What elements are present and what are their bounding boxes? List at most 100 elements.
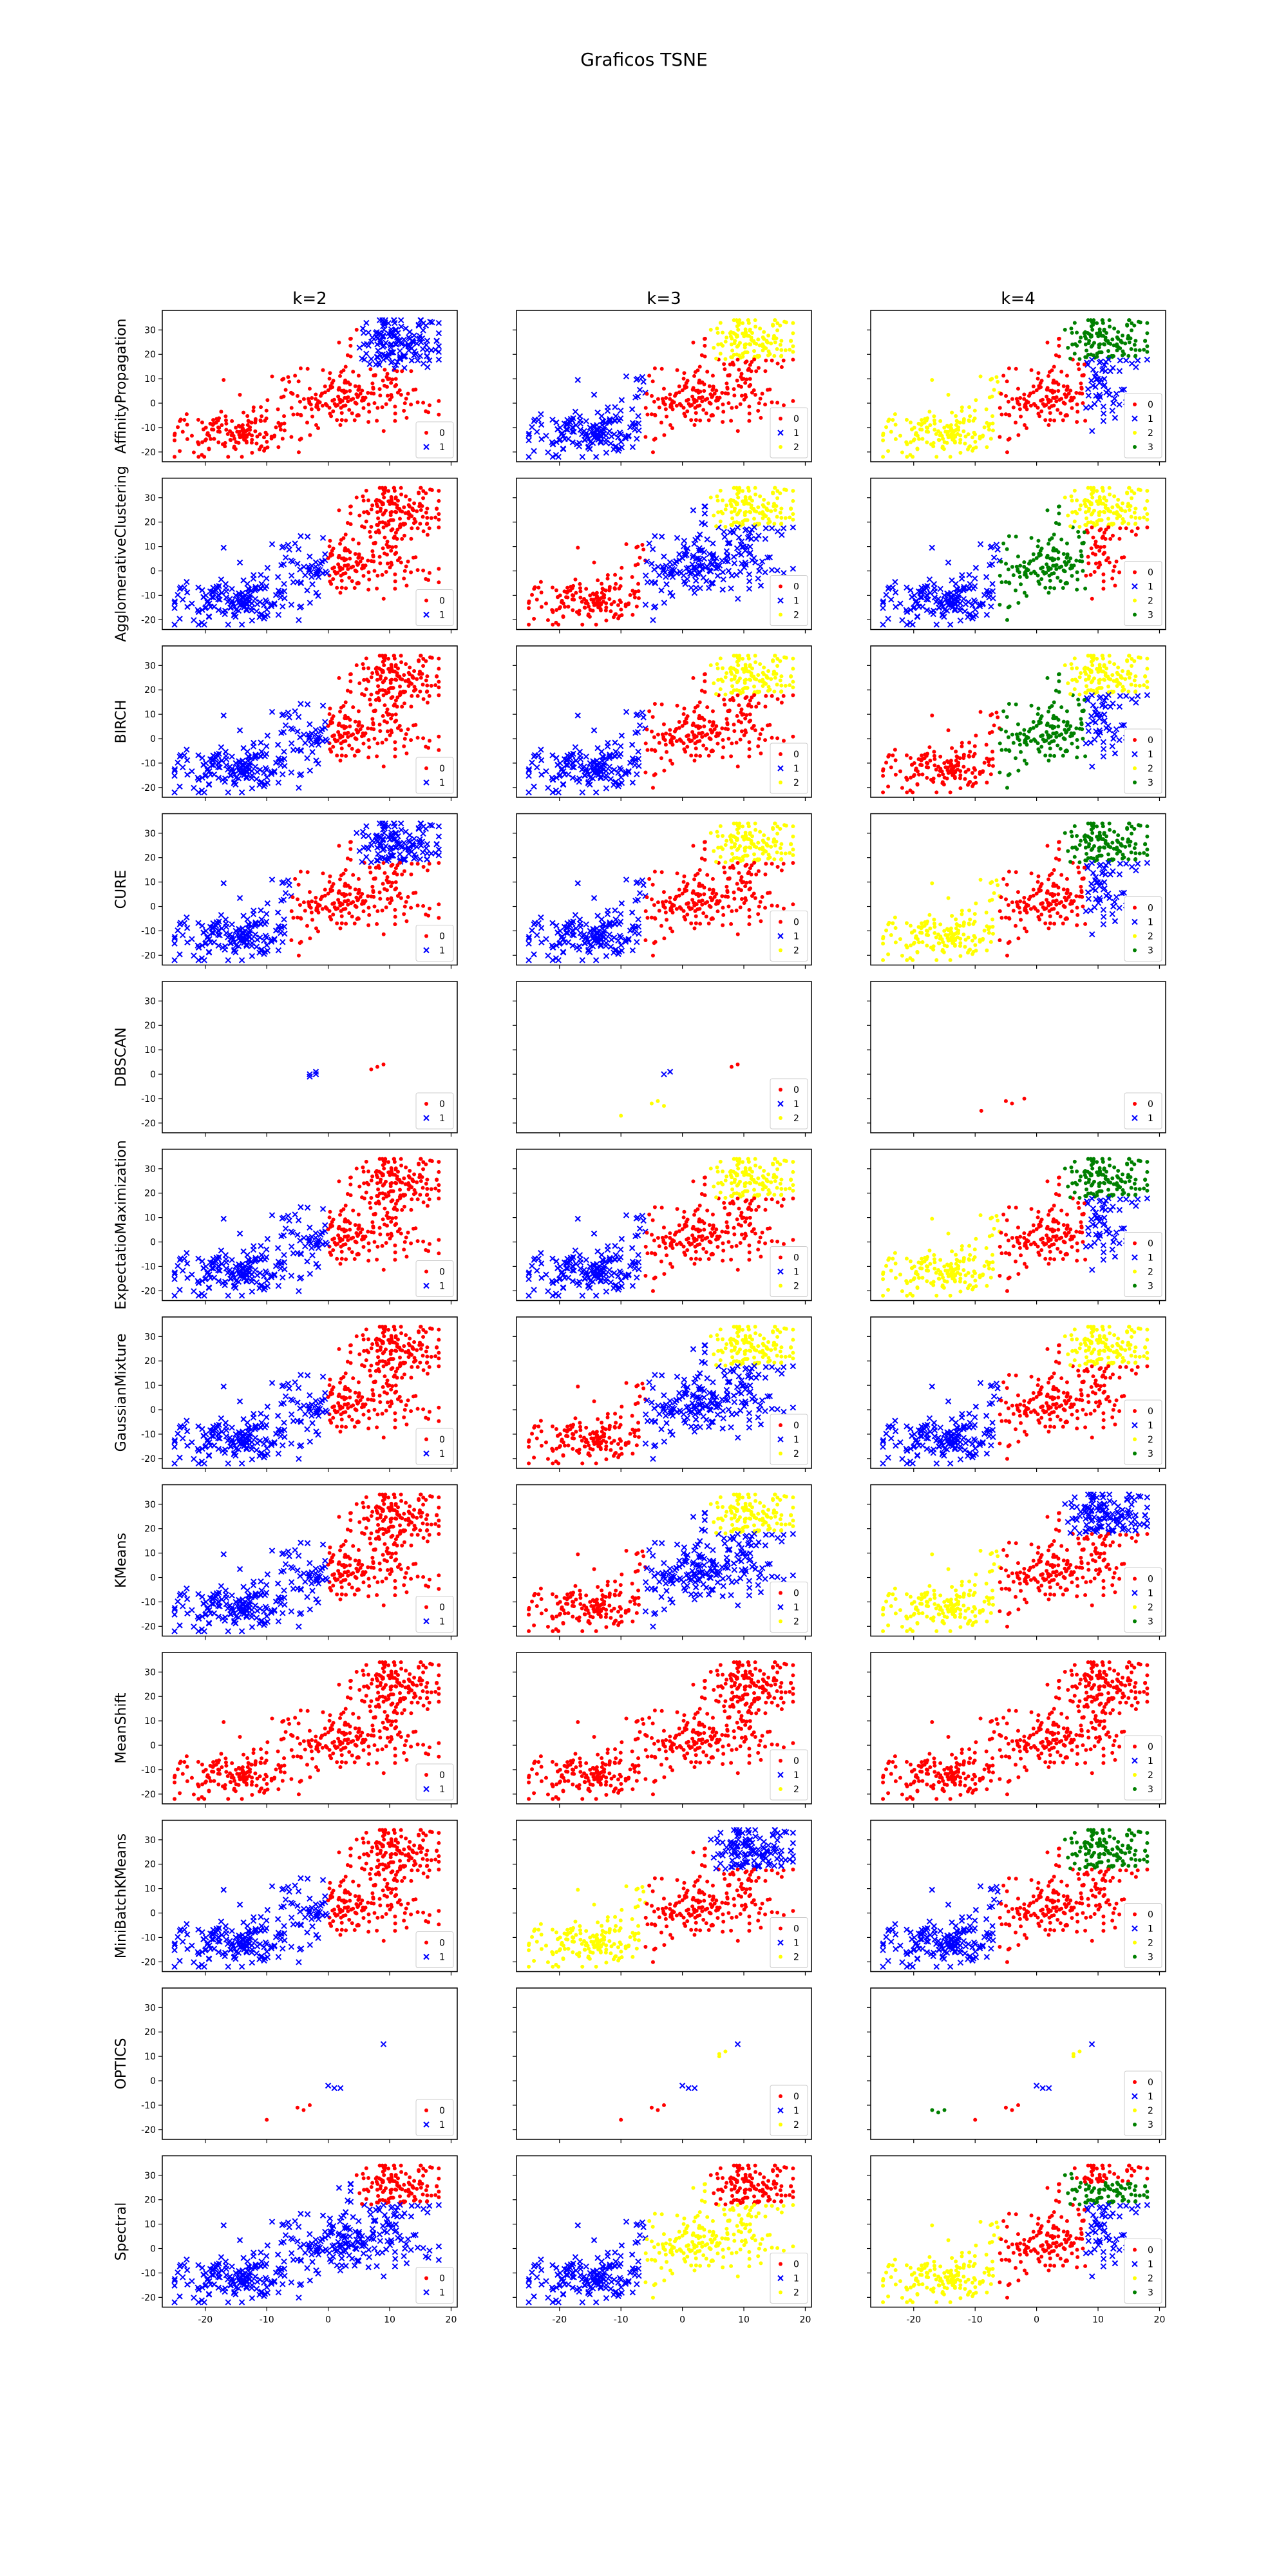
data-point [1051,396,1055,400]
data-point [384,570,388,574]
data-point [720,391,724,395]
data-point [1121,501,1124,505]
data-point [1083,330,1087,334]
data-point [627,602,630,606]
data-point [368,697,372,701]
data-point [612,600,616,604]
data-point [282,763,287,768]
data-point [1054,735,1058,739]
data-point [742,712,746,716]
data-point [366,588,370,592]
data-point [338,927,342,931]
data-point [1083,502,1087,506]
data-point [353,922,357,925]
data-point [1079,504,1083,507]
data-point [222,612,227,617]
data-point [184,915,189,920]
data-point [958,438,962,442]
legend-marker [1133,766,1137,770]
data-point [212,437,216,441]
data-point [375,678,379,682]
data-point [1124,694,1129,699]
data-point [382,511,386,515]
data-point [1114,391,1119,396]
data-point [349,337,353,341]
data-point [732,520,736,524]
data-point [592,592,596,596]
data-point [403,522,407,526]
data-point [383,536,386,540]
data-point [1128,508,1132,512]
data-point [1115,512,1119,516]
data-point [409,537,413,541]
data-point [881,774,885,778]
data-point [299,869,303,873]
data-point [306,367,310,371]
data-point [763,402,767,406]
data-point [1084,684,1088,688]
data-point [572,598,576,601]
data-point [740,372,744,375]
data-point [1137,320,1141,324]
data-point [700,689,704,693]
data-point [383,551,386,555]
data-point [399,486,403,490]
data-point [560,782,565,787]
data-point [367,578,371,582]
data-point [281,749,287,754]
data-point [589,608,592,612]
data-point [1051,726,1055,730]
data-point [782,488,786,491]
data-point [773,508,777,512]
data-point [640,543,644,547]
data-point [643,771,647,775]
legend-marker [424,599,428,603]
data-point [775,515,779,518]
data-point [930,378,934,382]
data-point [1007,366,1011,370]
data-point [265,565,270,571]
data-point [395,527,399,531]
data-point [378,562,382,565]
data-point [191,785,196,790]
data-point [276,574,281,580]
data-point [305,588,310,593]
data-point [551,623,554,627]
data-point [1028,560,1032,564]
legend-label: 0 [793,750,799,760]
data-point [714,357,718,361]
data-point [389,381,393,385]
data-point [744,666,748,670]
data-point [1102,497,1106,500]
data-point [1083,363,1086,366]
data-point [650,748,654,752]
data-point [618,408,623,413]
data-point [891,418,895,422]
data-point [629,593,632,597]
y-tick-label: 20 [144,350,156,360]
data-point [774,504,778,508]
data-point [748,678,752,682]
data-point [532,617,536,621]
data-point [1063,663,1067,667]
data-point [972,431,976,435]
data-point [1106,556,1110,560]
data-point [759,397,762,401]
data-point [535,430,540,435]
data-point [1068,724,1072,728]
data-point [289,573,294,578]
data-point [687,737,691,741]
data-point [636,763,641,768]
data-point [343,726,346,730]
data-point [1083,587,1087,591]
data-point [421,515,425,518]
data-point [382,764,386,768]
legend-label: 3 [1148,611,1153,621]
data-point [744,510,748,514]
data-point [1087,339,1091,343]
data-point [344,922,348,925]
data-point [412,676,415,680]
data-point [675,535,680,540]
data-point [290,580,296,585]
data-point [406,392,410,395]
